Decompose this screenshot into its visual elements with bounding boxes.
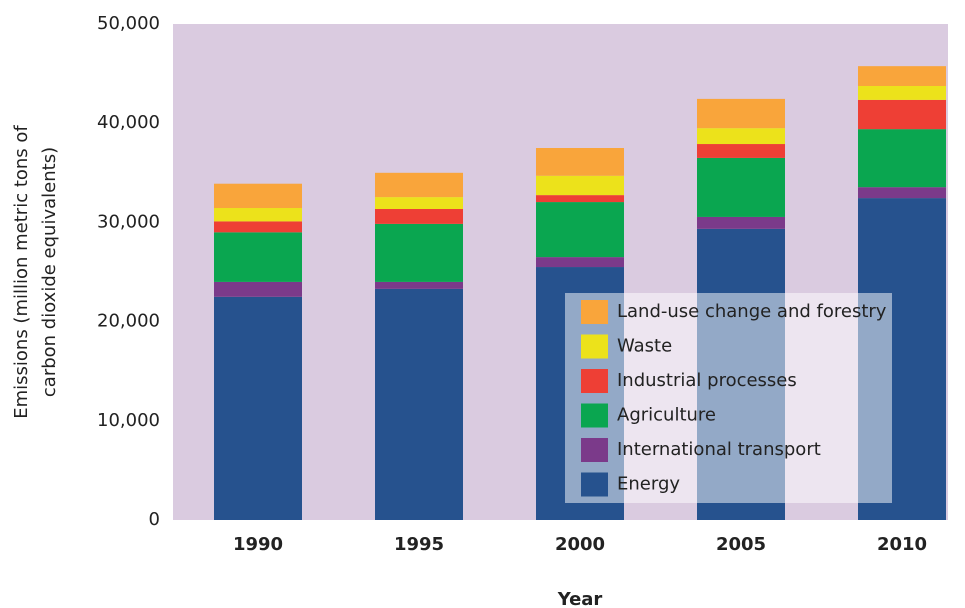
legend-box — [565, 293, 892, 503]
bar-segment — [214, 221, 302, 233]
legend-label: Agriculture — [617, 405, 716, 426]
bar-segment — [697, 144, 785, 158]
x-tick-label: 1995 — [394, 534, 444, 555]
bar-segment — [858, 66, 946, 86]
y-axis-label: carbon dioxide equivalents) — [39, 147, 60, 397]
y-tick-label: 20,000 — [97, 311, 160, 332]
legend-label: International transport — [617, 439, 821, 460]
bar-segment — [697, 216, 785, 229]
bar-segment — [214, 296, 302, 520]
x-tick-label: 2010 — [877, 534, 927, 555]
x-tick-label: 2000 — [555, 534, 605, 555]
bar-segment — [375, 209, 463, 224]
legend-swatch — [581, 369, 608, 393]
legend-swatch — [581, 472, 608, 497]
y-tick-label: 30,000 — [97, 211, 160, 232]
y-tick-label: 10,000 — [97, 410, 160, 431]
legend-label: Industrial processes — [617, 370, 797, 391]
bar-segment — [375, 281, 463, 289]
y-tick-label: 40,000 — [97, 112, 160, 133]
legend-label: Waste — [617, 336, 672, 357]
bar-segment — [536, 148, 624, 176]
bar-segment — [375, 172, 463, 198]
bar-segment — [214, 208, 302, 222]
bar-segment — [536, 175, 624, 196]
legend-swatch — [581, 334, 608, 359]
bar-segment — [214, 183, 302, 209]
x-tick-label: 1990 — [233, 534, 283, 555]
bar-segment — [858, 86, 946, 100]
bar-segment — [375, 288, 463, 520]
bar-segment — [536, 257, 624, 268]
y-axis-label: Emissions (million metric tons of — [11, 125, 32, 419]
bar-segment — [536, 195, 624, 203]
bar-segment — [858, 129, 946, 188]
bar-segment — [697, 157, 785, 217]
x-tick-label: 2005 — [716, 534, 766, 555]
x-axis-label: Year — [557, 589, 603, 608]
legend-swatch — [581, 438, 608, 462]
bar-segment — [697, 98, 785, 129]
bar-segment — [214, 232, 302, 282]
bar-segment — [858, 187, 946, 199]
bar-segment — [214, 281, 302, 297]
legend-swatch — [581, 403, 608, 428]
bar-segment — [375, 223, 463, 282]
bar-segment — [375, 197, 463, 210]
bar-segment — [858, 99, 946, 130]
legend-label: Land-use change and forestry — [617, 301, 887, 322]
bar-segment — [536, 202, 624, 258]
legend-label: Energy — [617, 474, 680, 495]
y-tick-label: 50,000 — [97, 13, 160, 34]
bar-segment — [697, 128, 785, 145]
legend-swatch — [581, 300, 608, 324]
y-tick-label: 0 — [149, 509, 160, 530]
